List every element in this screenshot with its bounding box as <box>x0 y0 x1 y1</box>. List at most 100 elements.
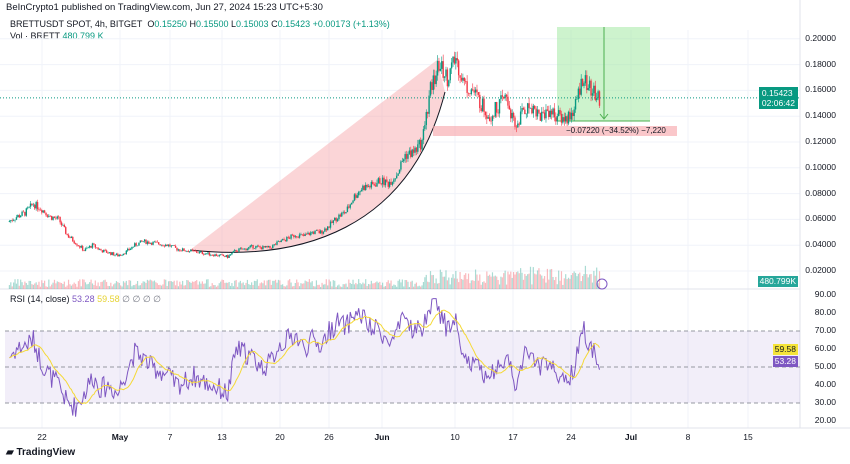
candle <box>150 242 153 245</box>
candle <box>528 103 530 109</box>
candle <box>445 69 447 77</box>
volume-bar <box>411 280 413 289</box>
rsi-ma-value: 59.58 <box>97 294 120 304</box>
candle <box>188 251 191 253</box>
volume-bar <box>132 285 134 289</box>
volume-bar <box>563 278 565 289</box>
volume-bar <box>191 281 194 289</box>
volume-bar <box>459 271 461 289</box>
candle <box>217 255 219 257</box>
candle <box>322 231 325 234</box>
time-tick: May <box>111 432 129 442</box>
volume-bar <box>270 284 272 289</box>
candle <box>297 236 299 238</box>
candle <box>565 116 567 122</box>
rsi-label[interactable]: RSI (14, close) <box>10 294 70 304</box>
candle <box>441 61 443 69</box>
rsi-tick: 90.00 <box>814 289 836 299</box>
volume-bar <box>51 284 53 289</box>
volume-bar <box>379 281 381 289</box>
candle <box>484 112 487 116</box>
candle <box>131 246 133 249</box>
volume-bar <box>308 279 310 289</box>
volume-bar <box>470 280 472 289</box>
volume-bar <box>218 283 220 289</box>
candle <box>583 83 585 86</box>
volume-bar <box>373 283 375 289</box>
volume-bar <box>183 285 185 289</box>
volume-bar <box>525 275 527 289</box>
volume-bar <box>504 270 506 289</box>
volume-bar <box>44 280 46 289</box>
candle <box>260 247 263 250</box>
volume-bar <box>376 281 378 289</box>
candle <box>567 111 570 124</box>
volume-bar <box>249 284 251 289</box>
candle <box>25 208 28 216</box>
candle <box>93 243 95 245</box>
volume-bar <box>352 279 354 289</box>
candle <box>349 204 351 208</box>
candle <box>256 245 258 247</box>
volume-bar <box>341 286 343 289</box>
volume-bar <box>86 284 88 289</box>
candle <box>503 96 505 99</box>
candle <box>355 194 357 198</box>
rsi-legend: RSI (14, close) 53.28 59.58 ∅ ∅ ∅ ∅ <box>10 294 161 305</box>
volume-bar <box>370 280 372 289</box>
volume-bar <box>121 286 123 289</box>
candle <box>328 226 330 228</box>
volume-bar <box>113 284 115 289</box>
volume-bar <box>252 285 254 289</box>
candle <box>552 108 554 115</box>
volume-bar <box>138 285 140 289</box>
candle <box>236 251 239 252</box>
candle <box>408 150 411 154</box>
volume-bar <box>70 285 72 289</box>
candle <box>273 244 275 246</box>
volume-bar <box>190 282 192 289</box>
candle <box>424 125 426 130</box>
volume-bar <box>72 284 74 289</box>
symbol[interactable]: BRETTUSDT SPOT, 4h, BITGET <box>10 19 143 29</box>
candle <box>332 220 335 223</box>
candle <box>584 75 587 84</box>
candle <box>415 147 418 152</box>
candle <box>593 85 595 94</box>
volume-bar <box>518 273 520 289</box>
volume-bar <box>400 282 402 289</box>
candle <box>11 220 13 221</box>
candle <box>370 181 373 188</box>
candle <box>200 251 202 253</box>
volume-bar <box>294 283 296 289</box>
candle <box>308 232 311 236</box>
candle <box>532 105 535 114</box>
candle <box>29 203 32 207</box>
volume-bar <box>307 281 309 289</box>
volume-bar <box>590 273 592 289</box>
volume-bar <box>496 276 498 289</box>
volume-bar <box>517 271 519 289</box>
tradingview-logo[interactable]: ▰ TradingView <box>6 447 75 458</box>
time-tick: 26 <box>324 432 334 442</box>
volume-bar <box>569 278 571 289</box>
price-tick: 0.08000 <box>805 187 836 198</box>
candle <box>287 237 289 238</box>
price-tick: 0.06000 <box>805 213 836 224</box>
volume-bar <box>417 286 419 289</box>
candle <box>180 250 182 252</box>
candle <box>12 220 15 221</box>
candle <box>229 254 232 256</box>
volume-bar <box>38 281 40 289</box>
volume-bar <box>208 286 210 289</box>
candle <box>470 89 473 95</box>
volume-bar <box>53 279 56 289</box>
candle <box>290 234 292 239</box>
volume-bar <box>79 279 81 289</box>
candle <box>98 249 101 250</box>
candle <box>390 181 392 185</box>
time-tick: 20 <box>275 432 285 442</box>
candle <box>49 215 51 217</box>
volume-bar <box>325 279 327 289</box>
